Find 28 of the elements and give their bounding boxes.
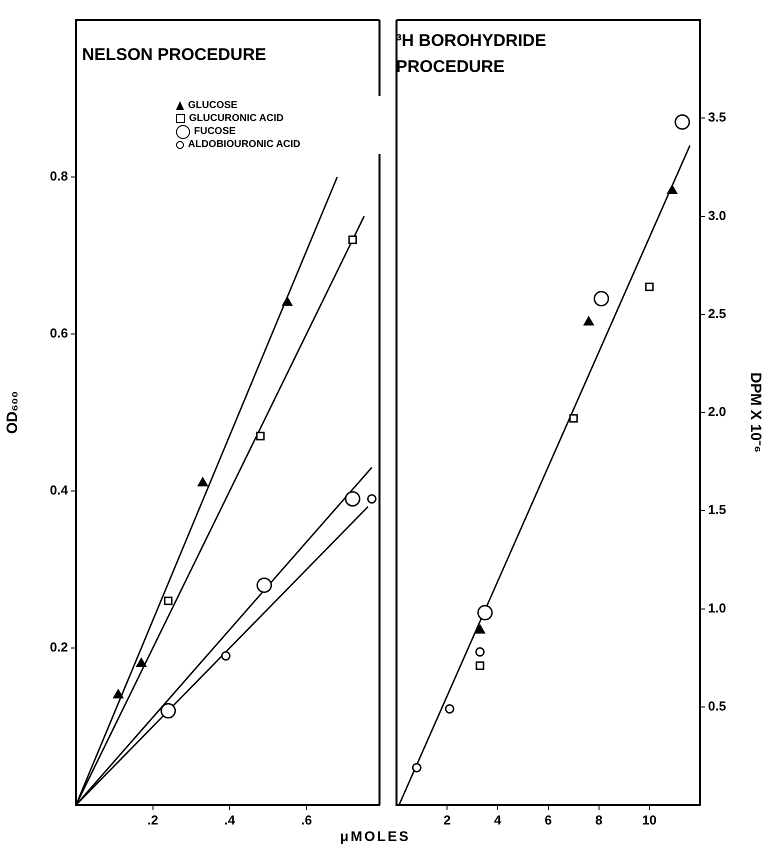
y-axis-title: OD₆₀₀	[4, 391, 22, 434]
y2-tick-label: 2.5	[708, 306, 726, 321]
x-tick-label: .2	[147, 812, 158, 828]
y2-tick-label: 2.0	[708, 404, 726, 420]
y2-tick-label: 1.5	[708, 502, 726, 518]
y-tick-label: 0.4	[50, 482, 69, 498]
x-tick-label: .6	[301, 812, 312, 828]
legend-label: FUCOSE	[194, 126, 236, 137]
y-tick-label: 0.2	[50, 640, 68, 655]
y2-tick-label: 1.0	[708, 600, 726, 616]
legend-label: GLUCOSE	[188, 100, 238, 111]
y2-tick-label: 3.5	[708, 110, 726, 125]
y-tick-label: 0.6	[50, 326, 68, 341]
legend-label: ALDOBIOURONIC ACID	[188, 139, 300, 150]
y2-tick-label: 0.5	[708, 698, 726, 714]
x-axis-title: μMOLES	[340, 828, 410, 844]
y2-tick-label: 3.0	[708, 208, 726, 223]
x-tick-label: 4	[494, 812, 502, 828]
y-tick-label: 0.8	[50, 168, 68, 184]
legend-label: GLUCURONIC ACID	[189, 113, 284, 124]
x-tick-label: 8	[595, 812, 602, 828]
y2-axis-title: DPM X 10⁻⁶	[746, 372, 764, 453]
x-tick-label: 10	[642, 812, 657, 828]
x-tick-label: 6	[544, 812, 552, 828]
text: ³H BOROHYDRIDE PROCEDURE	[396, 30, 548, 78]
x-tick-label: 2	[443, 812, 451, 828]
x-tick-label: .4	[224, 812, 236, 828]
text: NELSON PROCEDURE	[82, 44, 266, 66]
